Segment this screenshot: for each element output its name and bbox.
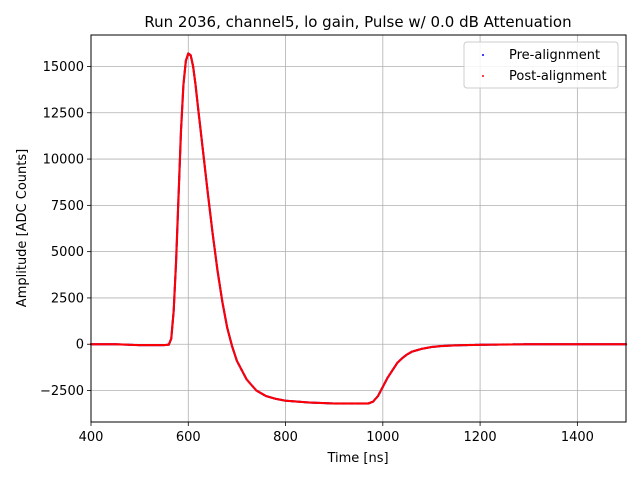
legend-label-post-alignment: Post-alignment xyxy=(509,69,607,84)
y-tick-label: 7500 xyxy=(51,199,84,214)
y-tick-label: 0 xyxy=(76,338,84,353)
y-tick-label: 12500 xyxy=(43,106,84,121)
x-tick-label: 800 xyxy=(273,430,298,445)
grid xyxy=(90,35,626,422)
legend-label-pre-alignment: Pre-alignment xyxy=(509,48,600,63)
y-tick-label: 2500 xyxy=(51,291,84,306)
legend-marker-pre-alignment xyxy=(482,54,484,56)
chart-title: Run 2036, channel5, lo gain, Pulse w/ 0.… xyxy=(144,13,571,31)
ticks: 400 600 800 1000 1200 1400 −2500 0 2500 5000 7500 1… xyxy=(40,60,594,445)
x-tick-label: 1400 xyxy=(561,430,594,445)
x-tick-label: 400 xyxy=(79,430,104,445)
legend-marker-post-alignment xyxy=(482,75,484,77)
y-tick-label: −2500 xyxy=(40,384,84,399)
x-tick-label: 600 xyxy=(176,430,201,445)
y-tick-label: 5000 xyxy=(51,245,84,260)
y-tick-label: 15000 xyxy=(43,60,84,75)
legend: Pre-alignment Post-alignment xyxy=(463,41,619,89)
x-tick-label: 1200 xyxy=(464,430,497,445)
x-tick-label: 1000 xyxy=(366,430,399,445)
plot-frame xyxy=(90,34,627,423)
series-post-alignment xyxy=(89,52,628,405)
y-tick-label: 10000 xyxy=(43,153,84,168)
y-axis-label: Amplitude [ADC Counts] xyxy=(15,149,30,307)
legend-box xyxy=(463,41,619,89)
x-axis-label: Time [ns] xyxy=(326,451,388,466)
series-layer xyxy=(89,52,628,405)
